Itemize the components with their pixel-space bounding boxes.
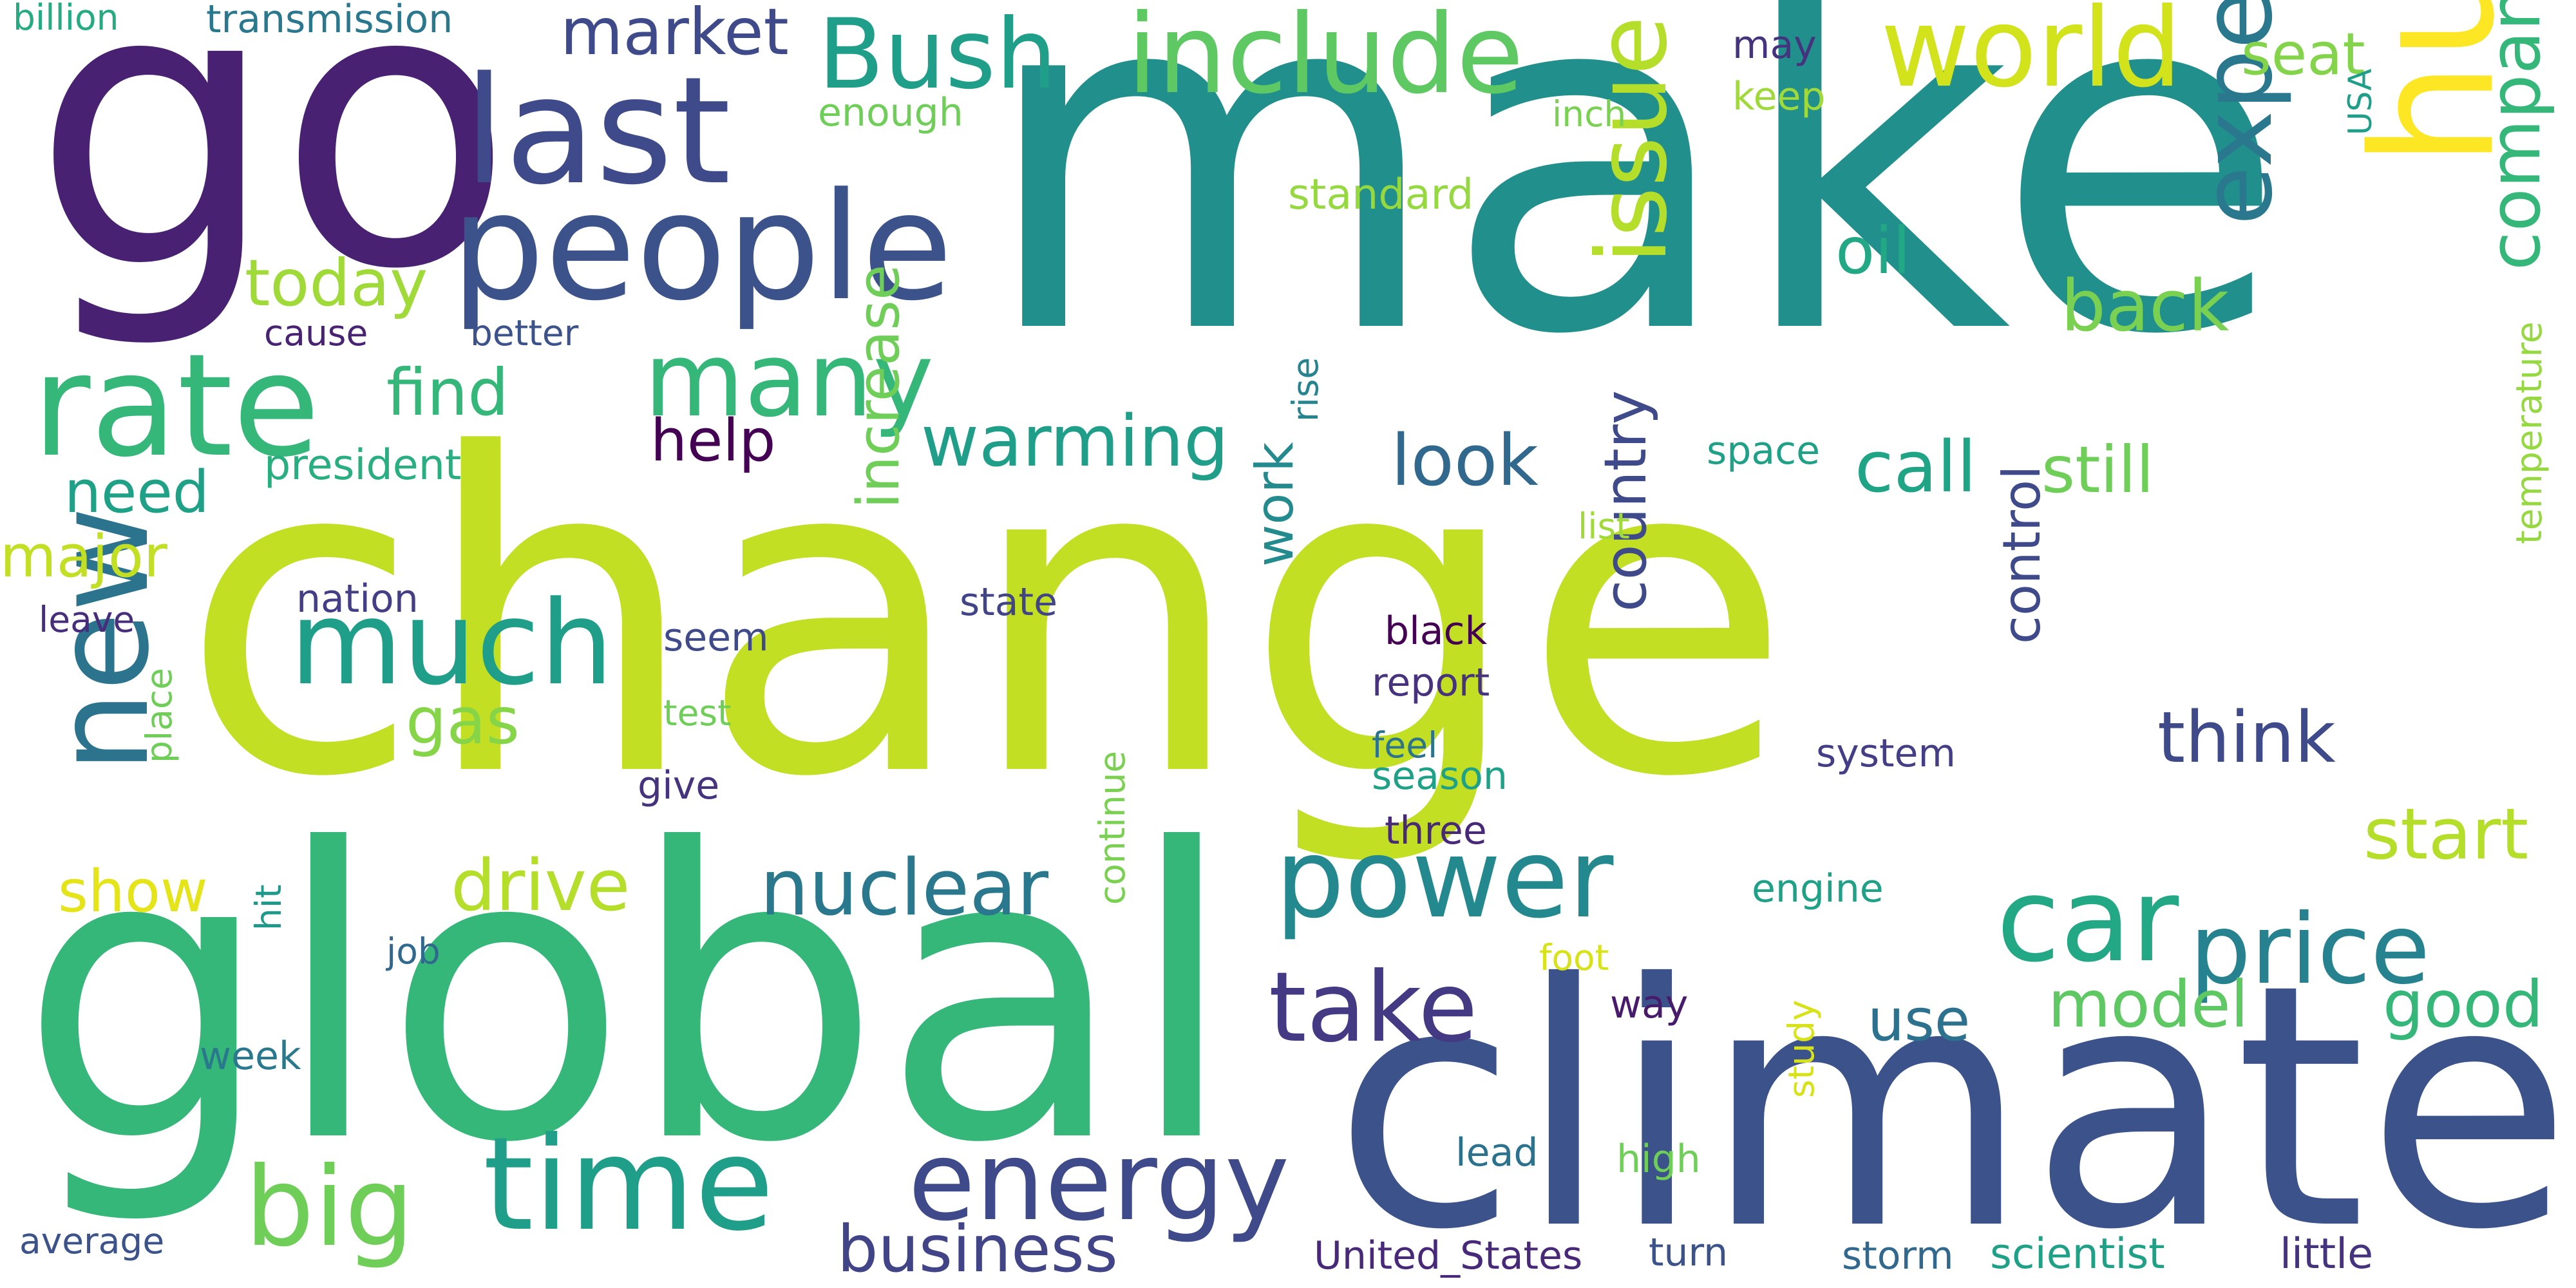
- word-billion: billion: [13, 0, 119, 38]
- word-work: work: [1245, 442, 1305, 567]
- word-way: way: [1610, 982, 1689, 1027]
- word-change: change: [180, 363, 1792, 873]
- word-president: president: [264, 441, 462, 489]
- word-space: space: [1707, 428, 1821, 473]
- word-major: major: [0, 523, 167, 591]
- word-transmission: transmission: [206, 0, 453, 42]
- word-need: need: [64, 459, 209, 526]
- word-nation: nation: [296, 576, 419, 621]
- word-start: start: [2363, 793, 2529, 875]
- word-today: today: [245, 245, 428, 321]
- word-seat: seat: [2241, 21, 2365, 88]
- word-market: market: [560, 0, 789, 70]
- word-lead: lead: [1455, 1130, 1539, 1175]
- word-warming: warming: [921, 400, 1229, 482]
- word-take: take: [1269, 952, 1478, 1064]
- word-rate: rate: [32, 323, 320, 488]
- word-rise: rise: [1285, 357, 1326, 422]
- word-use: use: [1868, 987, 1971, 1054]
- word-look: look: [1391, 419, 1539, 502]
- word-climate: climate: [1333, 913, 2572, 1288]
- word-give: give: [638, 763, 720, 808]
- word-increase: increase: [845, 264, 913, 509]
- word-nuclear: nuclear: [760, 844, 1049, 933]
- word-average: average: [19, 1220, 165, 1262]
- word-cause: cause: [264, 312, 368, 354]
- word-inch: inch: [1552, 93, 1627, 135]
- word-hit: hit: [248, 884, 289, 931]
- word-feel: feel: [1372, 724, 1438, 766]
- word-help: help: [650, 407, 776, 475]
- word-car: car: [1996, 853, 2179, 988]
- word-oil: oil: [1835, 213, 1911, 289]
- word-week: week: [200, 1034, 301, 1079]
- word-storm: storm: [1842, 1233, 1954, 1278]
- word-keep: keep: [1732, 74, 1826, 119]
- word-gas: gas: [406, 683, 520, 759]
- word-little: little: [2280, 1230, 2374, 1278]
- word-business: business: [837, 1211, 1118, 1287]
- word-country: country: [1592, 390, 1660, 612]
- word-job: job: [386, 931, 440, 972]
- word-three: three: [1385, 808, 1487, 853]
- word-show: show: [58, 858, 208, 925]
- word-control: control: [1992, 465, 2052, 644]
- word-power: power: [1275, 815, 1614, 943]
- word-scientist: scientist: [1990, 1230, 2165, 1278]
- word-better: better: [470, 312, 579, 354]
- word-many: many: [644, 319, 934, 440]
- word-back: back: [2061, 265, 2230, 347]
- word-good: good: [2383, 967, 2544, 1042]
- word-high: high: [1616, 1137, 1701, 1182]
- word-still: still: [2041, 432, 2154, 507]
- word-model: model: [2048, 967, 2249, 1042]
- word-list: list: [1578, 506, 1630, 547]
- word-standard: standard: [1288, 171, 1474, 219]
- word-much: much: [290, 576, 614, 711]
- word-people: people: [451, 162, 953, 334]
- word-last: last: [464, 46, 731, 218]
- word-drive: drive: [451, 844, 630, 927]
- word-foot: foot: [1539, 937, 1609, 978]
- word-find: find: [386, 355, 509, 430]
- word-make: make: [979, 0, 2287, 439]
- word-United_States: United_States: [1314, 1233, 1583, 1278]
- word-test: test: [663, 692, 732, 734]
- word-energy: energy: [908, 1118, 1290, 1245]
- word-go: go: [32, 0, 514, 354]
- word-seem: seem: [663, 615, 769, 660]
- word-issue: issue: [1577, 15, 1689, 264]
- word-leave: leave: [39, 599, 135, 640]
- word-global: global: [19, 766, 1237, 1230]
- word-include: include: [1127, 0, 1524, 118]
- word-continue: continue: [1092, 750, 1133, 905]
- word-study: study: [1781, 999, 1822, 1098]
- word-world: world: [1880, 0, 2183, 112]
- word-big: big: [245, 1144, 415, 1271]
- word-report: report: [1372, 660, 1490, 705]
- word-enough: enough: [818, 90, 963, 135]
- word-Bush: Bush: [818, 0, 1057, 111]
- word-temperature: temperature: [2508, 321, 2550, 544]
- word-time: time: [483, 1110, 774, 1260]
- word-system: system: [1816, 731, 1956, 776]
- word-turn: turn: [1649, 1230, 1728, 1275]
- word-may: may: [1732, 23, 1817, 68]
- word-call: call: [1855, 426, 1977, 508]
- word-place: place: [138, 668, 180, 763]
- word-USA: USA: [2342, 68, 2379, 135]
- word-price: price: [2190, 894, 2430, 1006]
- word-state: state: [960, 580, 1057, 625]
- word-engine: engine: [1752, 866, 1884, 911]
- word-think: think: [2157, 696, 2336, 779]
- word-company: company: [2474, 0, 2556, 270]
- word-black: black: [1385, 609, 1488, 654]
- word-season: season: [1372, 753, 1508, 799]
